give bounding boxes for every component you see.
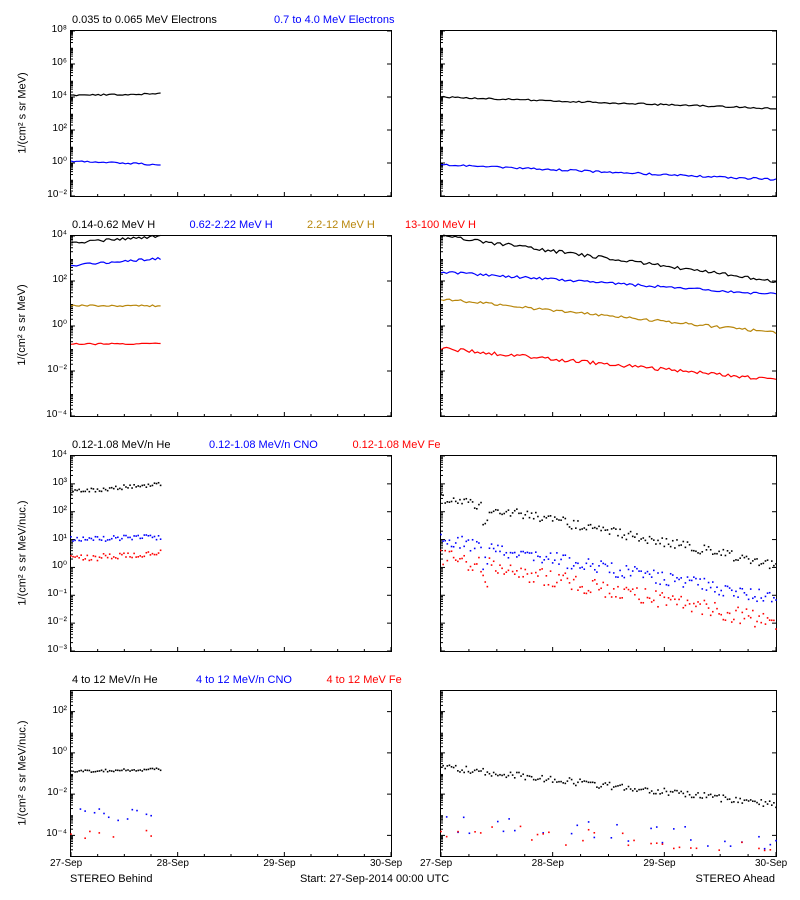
y-tick-label: 10⁰ bbox=[52, 156, 67, 167]
y-tick-label: 10⁻² bbox=[47, 189, 67, 200]
footer-center: Start: 27-Sep-2014 00:00 UTC bbox=[300, 873, 449, 885]
series-legend: 0.12-1.08 MeV/n He bbox=[72, 439, 170, 451]
y-tick-label: 10⁻⁴ bbox=[46, 409, 67, 420]
chart-panel bbox=[440, 30, 777, 197]
chart-panel bbox=[70, 690, 392, 857]
chart-panel bbox=[440, 455, 777, 652]
y-tick-label: 10⁻² bbox=[47, 364, 67, 375]
y-tick-label: 10⁰ bbox=[52, 319, 67, 330]
y-tick-label: 10⁶ bbox=[52, 57, 67, 68]
y-tick-label: 10⁴ bbox=[52, 90, 67, 101]
y-tick-label: 10⁸ bbox=[52, 24, 67, 35]
y-tick-label: 10⁻² bbox=[47, 616, 67, 627]
series-legend: 0.12-1.08 MeV/n CNO bbox=[209, 439, 318, 451]
x-tick-label: 27-Sep bbox=[420, 858, 452, 869]
series-legend: 0.035 to 0.065 MeV Electrons bbox=[72, 14, 217, 26]
y-axis-label: 1/(cm² s sr MeV/nuc.) bbox=[16, 455, 28, 650]
y-tick-label: 10² bbox=[53, 505, 67, 516]
y-tick-label: 10³ bbox=[53, 477, 67, 488]
chart-panel bbox=[440, 690, 777, 857]
y-tick-label: 10² bbox=[53, 274, 67, 285]
y-axis-label: 1/(cm² s sr MeV) bbox=[16, 235, 28, 415]
chart-panel bbox=[70, 30, 392, 197]
y-tick-label: 10⁴ bbox=[52, 229, 67, 240]
x-tick-label: 30-Sep bbox=[370, 858, 402, 869]
chart-grid: 0.035 to 0.065 MeV Electrons 0.7 to 4.0 M… bbox=[0, 0, 800, 900]
x-tick-label: 27-Sep bbox=[50, 858, 82, 869]
chart-panel bbox=[70, 235, 392, 417]
x-tick-label: 29-Sep bbox=[643, 858, 675, 869]
y-tick-label: 10² bbox=[53, 123, 67, 134]
footer-right: STEREO Ahead bbox=[696, 873, 776, 885]
series-legend: 0.12-1.08 MeV Fe bbox=[353, 439, 441, 451]
y-tick-label: 10⁴ bbox=[52, 449, 67, 460]
y-tick-label: 10⁻¹ bbox=[47, 588, 67, 599]
footer-left: STEREO Behind bbox=[70, 873, 153, 885]
y-tick-label: 10⁰ bbox=[52, 746, 67, 757]
series-legend: 0.62-2.22 MeV H bbox=[190, 219, 273, 231]
y-axis-label: 1/(cm² s sr MeV) bbox=[16, 30, 28, 195]
x-tick-label: 29-Sep bbox=[263, 858, 295, 869]
chart-panel bbox=[70, 455, 392, 652]
y-axis-label: 1/(cm² s sr MeV/nuc.) bbox=[16, 690, 28, 855]
series-legend: 0.7 to 4.0 MeV Electrons bbox=[274, 14, 394, 26]
series-legend: 4 to 12 MeV/n He bbox=[72, 674, 158, 686]
series-legend: 4 to 12 MeV/n CNO bbox=[196, 674, 292, 686]
y-tick-label: 10⁻⁴ bbox=[46, 828, 67, 839]
x-tick-label: 28-Sep bbox=[532, 858, 564, 869]
chart-panel bbox=[440, 235, 777, 417]
series-legend: 0.14-0.62 MeV H bbox=[72, 219, 155, 231]
x-tick-label: 28-Sep bbox=[157, 858, 189, 869]
y-tick-label: 10⁰ bbox=[52, 560, 67, 571]
series-legend: 13-100 MeV H bbox=[405, 219, 476, 231]
y-tick-label: 10⁻² bbox=[47, 787, 67, 798]
y-tick-label: 10² bbox=[53, 705, 67, 716]
x-tick-label: 30-Sep bbox=[755, 858, 787, 869]
y-tick-label: 10¹ bbox=[53, 533, 67, 544]
series-legend: 4 to 12 MeV Fe bbox=[327, 674, 402, 686]
y-tick-label: 10⁻³ bbox=[47, 644, 67, 655]
series-legend: 2.2-12 MeV H bbox=[307, 219, 375, 231]
